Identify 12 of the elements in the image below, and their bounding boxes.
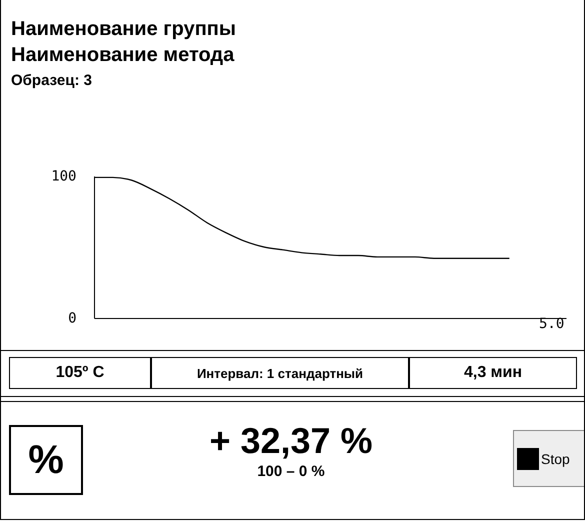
y-tick-label: 100	[51, 168, 76, 184]
stop-button: Stop	[513, 430, 584, 487]
text: + 32,37 %	[208, 420, 374, 462]
text: Интервал: 1 стандартный	[151, 357, 409, 389]
chart-title: Наименование группы	[11, 18, 236, 41]
chart-subtitle: Наименование метода	[11, 44, 234, 67]
text: 4,3 мин	[409, 357, 577, 389]
text: Образец: 3	[11, 72, 92, 89]
text: 100 – 0 %	[256, 463, 326, 480]
text: 105º C	[9, 357, 151, 389]
y-tick-label: 0	[68, 310, 76, 326]
percent-button: %	[9, 425, 83, 495]
